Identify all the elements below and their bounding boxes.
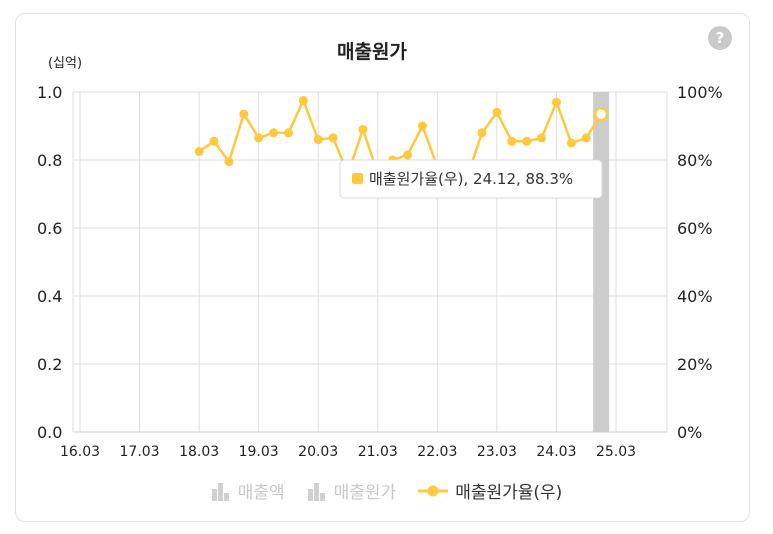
legend-item-cogs[interactable]: 매출원가: [307, 478, 397, 503]
data-point[interactable]: [417, 121, 427, 131]
data-point[interactable]: [283, 128, 293, 138]
legend-item-sales[interactable]: 매출액: [211, 478, 285, 503]
x-tick-label: 25.03: [596, 444, 636, 460]
y2-tick-label: 100%: [677, 83, 723, 102]
help-icon[interactable]: ?: [708, 26, 732, 50]
tooltip-swatch: [352, 173, 363, 184]
y2-tick-label: 0%: [677, 423, 702, 442]
data-point[interactable]: [551, 97, 561, 107]
x-tick-label: 18.03: [179, 444, 219, 460]
y-tick-label: 1.0: [37, 83, 62, 102]
x-tick-label: 22.03: [417, 444, 457, 460]
x-tick-label: 21.03: [358, 444, 398, 460]
data-point[interactable]: [298, 96, 308, 105]
data-point[interactable]: [492, 107, 502, 117]
y-tick-label: 0.4: [37, 287, 62, 306]
y-tick-label: 0.8: [37, 151, 62, 170]
data-point[interactable]: [507, 136, 517, 146]
legend-label: 매출원가: [333, 483, 397, 503]
axes: 0.0 0.2 0.4 0.6 0.8 1.0 0% 20% 40% 60% 80% 100% 16.0…: [37, 83, 723, 460]
legend-item-cogs-ratio[interactable]: 매출원가율(우): [418, 478, 562, 503]
line-marker-icon: [418, 485, 449, 496]
y-tick-label: 0.6: [37, 219, 62, 238]
highlight-band: [593, 92, 610, 432]
x-tick-label: 23.03: [477, 444, 517, 460]
data-point[interactable]: [269, 128, 279, 138]
tooltip: 매출원가율(우), 24.12, 88.3%: [339, 159, 603, 199]
tooltip-text: 매출원가율(우), 24.12, 88.3%: [369, 170, 573, 188]
highlighted-point[interactable]: [593, 106, 609, 122]
legend: 매출액 매출원가 매출원가율(우): [0, 478, 773, 503]
data-point[interactable]: [522, 136, 532, 146]
chart-title: 매출원가: [337, 41, 407, 63]
y2-tick-label: 20%: [677, 355, 713, 374]
x-tick-label: 16.03: [60, 444, 100, 460]
data-point[interactable]: [209, 136, 219, 146]
data-point[interactable]: [403, 150, 413, 160]
data-point[interactable]: [224, 157, 234, 167]
data-point[interactable]: [313, 135, 323, 145]
data-point[interactable]: [566, 138, 576, 148]
y-tick-label: 0.0: [37, 423, 62, 442]
grid-lines: [72, 91, 668, 433]
data-point[interactable]: [537, 133, 547, 143]
x-tick-label: 20.03: [298, 444, 338, 460]
y-tick-label: 0.2: [37, 355, 62, 374]
data-point[interactable]: [477, 128, 487, 138]
series-line: [198, 99, 603, 179]
data-point[interactable]: [328, 133, 338, 143]
left-axis-unit: (십억): [48, 56, 82, 71]
data-point[interactable]: [358, 124, 368, 134]
x-tick-label: 24.03: [536, 444, 576, 460]
bar-chart-icon: [211, 482, 229, 501]
y2-tick-label: 80%: [677, 151, 713, 170]
legend-label: 매출원가율(우): [455, 483, 563, 503]
bar-chart-icon: [307, 482, 325, 501]
y2-tick-label: 40%: [677, 287, 713, 306]
data-point[interactable]: [194, 147, 204, 156]
x-tick-label: 19.03: [239, 444, 279, 460]
chart-card: [15, 13, 750, 522]
x-tick-label: 17.03: [120, 444, 160, 460]
data-point[interactable]: [581, 133, 591, 143]
legend-label: 매출액: [237, 483, 285, 503]
data-point[interactable]: [239, 109, 249, 119]
data-point[interactable]: [254, 133, 264, 143]
y2-tick-label: 60%: [677, 219, 713, 238]
